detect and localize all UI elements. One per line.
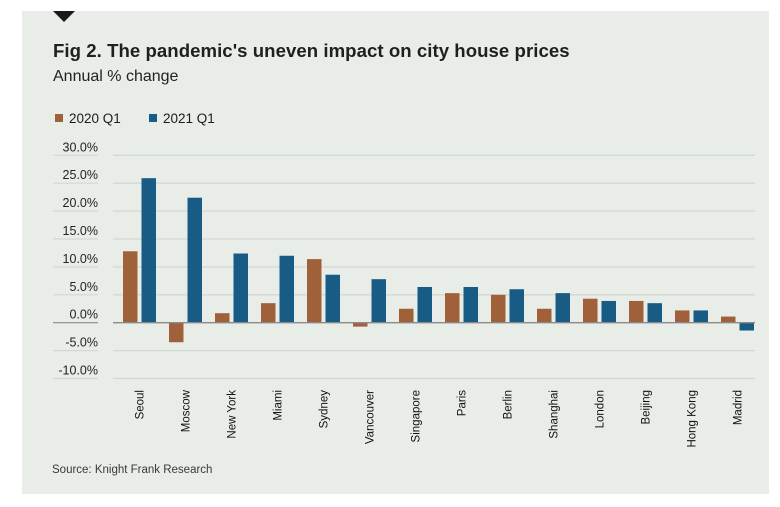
x-tick-label-paris: Paris	[457, 390, 469, 416]
x-tick-label-vancouver: Vancouver	[365, 390, 377, 444]
x-tick-label-berlin: Berlin	[503, 390, 515, 419]
bar-2021-q1-sydney	[325, 274, 340, 323]
x-tick-label-seoul: Seoul	[135, 390, 147, 419]
legend-swatch-2021-q1	[149, 114, 157, 122]
gridlines	[53, 154, 755, 380]
x-tick-label-miami: Miami	[273, 390, 285, 421]
y-tick-label: 15.0%	[63, 224, 98, 238]
y-tick-label: 10.0%	[63, 252, 98, 266]
bar-2021-q1-miami	[279, 255, 294, 323]
bar-2020-q1-seoul	[123, 251, 138, 323]
section-marker-triangle-icon	[53, 11, 75, 22]
x-tick-label-new-york: New York	[227, 390, 239, 439]
bar-2021-q1-hong-kong	[693, 310, 708, 323]
x-tick-label-madrid: Madrid	[733, 390, 745, 425]
bar-2021-q1-singapore	[417, 286, 432, 323]
x-tick-label-london: London	[595, 390, 607, 428]
y-tick-label: -5.0%	[65, 336, 98, 350]
bar-2021-q1-vancouver	[371, 279, 386, 323]
x-tick-label-beijing: Beijing	[641, 390, 653, 425]
x-axis-tick-labels: Seoul Moscow New York Miami Sydney Vancouver S…	[135, 389, 745, 447]
bars	[123, 178, 754, 343]
x-tick-label-moscow: Moscow	[181, 389, 193, 432]
y-tick-label: 30.0%	[63, 140, 98, 154]
y-axis-tick-labels: 30.0% 25.0% 20.0% 15.0% 10.0% 5.0% 0.0% -5.0% -1…	[58, 140, 98, 377]
bar-2020-q1-paris	[445, 293, 460, 323]
y-tick-label: -10.0%	[58, 364, 98, 378]
bar-2020-q1-sydney	[307, 259, 322, 323]
legend-item-2021-q1: 2021 Q1	[149, 110, 215, 126]
chart-subtitle: Annual % change	[53, 68, 179, 85]
bar-2021-q1-seoul	[141, 178, 156, 323]
bar-2020-q1-vancouver	[353, 322, 368, 327]
legend-swatch-2020-q1	[55, 114, 63, 122]
bar-2021-q1-paris	[463, 286, 478, 323]
x-tick-label-shanghai: Shanghai	[549, 390, 561, 439]
bar-2021-q1-berlin	[509, 289, 524, 323]
x-tick-label-sydney: Sydney	[319, 390, 331, 429]
x-tick-label-singapore: Singapore	[411, 390, 423, 442]
legend-label-2021-q1: 2021 Q1	[163, 110, 215, 126]
y-tick-label: 5.0%	[70, 280, 99, 294]
bar-2020-q1-singapore	[399, 308, 414, 323]
bar-2020-q1-miami	[261, 303, 276, 323]
bar-2020-q1-moscow	[169, 322, 184, 343]
bar-2021-q1-madrid	[739, 322, 754, 331]
y-tick-label: 20.0%	[63, 196, 98, 210]
bar-2020-q1-beijing	[629, 300, 644, 323]
bar-2020-q1-hong-kong	[675, 310, 690, 323]
legend-label-2020-q1: 2020 Q1	[69, 110, 121, 126]
bar-2020-q1-shanghai	[537, 308, 552, 323]
bar-2020-q1-madrid	[721, 316, 736, 323]
bar-2021-q1-shanghai	[555, 293, 570, 323]
y-tick-label: 25.0%	[63, 168, 98, 182]
bar-2021-q1-beijing	[647, 303, 662, 323]
source-note: Source: Knight Frank Research	[52, 464, 213, 476]
bar-2020-q1-new-york	[215, 313, 230, 323]
x-tick-label-hong-kong: Hong Kong	[687, 390, 699, 448]
bar-2021-q1-new-york	[233, 253, 248, 323]
y-tick-label: 0.0%	[70, 308, 99, 322]
bar-2021-q1-london	[601, 300, 616, 323]
bar-2020-q1-london	[583, 298, 598, 323]
chart-title: Fig 2. The pandemic's uneven impact on c…	[53, 40, 570, 61]
bar-2020-q1-berlin	[491, 294, 506, 323]
legend-item-2020-q1: 2020 Q1	[55, 110, 121, 126]
bar-2021-q1-moscow	[187, 197, 202, 323]
